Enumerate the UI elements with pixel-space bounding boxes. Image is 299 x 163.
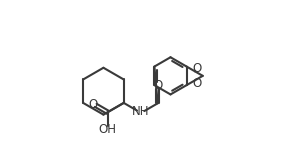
Text: OH: OH [99, 124, 117, 136]
Text: O: O [88, 98, 97, 111]
Text: O: O [192, 62, 201, 75]
Text: O: O [153, 79, 162, 92]
Text: NH: NH [132, 105, 149, 118]
Text: O: O [192, 77, 201, 90]
